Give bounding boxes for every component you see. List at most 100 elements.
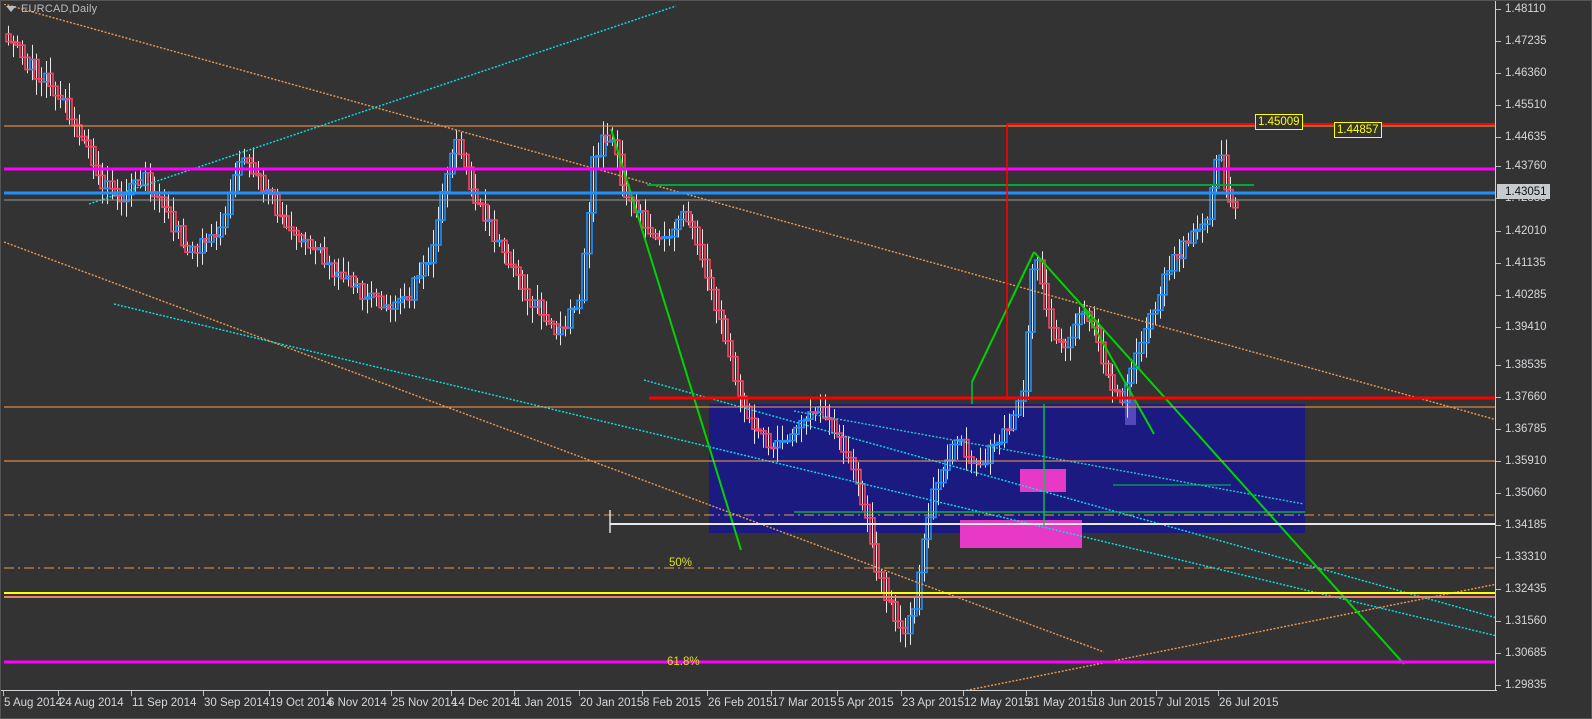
price-tick-label: 1.35060 (1505, 487, 1547, 499)
candle-body (71, 118, 78, 126)
candle-body (774, 440, 781, 449)
candle-body (708, 276, 715, 291)
date-axis[interactable]: 5 Aug 2014 24 Aug 2014 11 Sep 2014 30 Sep 2… (1, 690, 1497, 718)
price-tick-label: 1.46360 (1505, 67, 1547, 79)
green-zigzag-up[interactable] (610, 128, 742, 551)
candle-body (1015, 400, 1022, 416)
candle-body (935, 481, 942, 491)
candle-body (840, 436, 847, 453)
candle-body (1105, 362, 1112, 376)
candle-body (614, 139, 621, 156)
date-tick: 19 Oct 2014 (269, 691, 333, 709)
candle-body (713, 288, 720, 312)
candle-body (5, 33, 12, 43)
candle-body (930, 488, 937, 519)
candle-body (883, 577, 890, 601)
tick-dash (1496, 620, 1501, 622)
candle-body (222, 213, 229, 229)
candle-body (1010, 414, 1017, 431)
candlestick-series (5, 25, 1239, 648)
candle-body (1147, 313, 1154, 330)
green-rising-2[interactable] (1083, 308, 1155, 435)
date-tick: 31 May 2015 (1026, 691, 1094, 709)
candle-body (57, 94, 64, 100)
candle-body (755, 428, 762, 432)
candle-body (1232, 201, 1239, 209)
candle-body (1043, 282, 1050, 311)
candle-body (548, 320, 555, 325)
green-zigzag-2[interactable] (971, 251, 1035, 383)
price-tick: 1.35060 (1496, 486, 1547, 500)
price-tag-upper[interactable]: 1.45009 (1255, 114, 1303, 130)
candle-body (590, 156, 597, 214)
cyan-inner[interactable] (793, 410, 1305, 505)
candle-body (1209, 187, 1216, 221)
candle-body (180, 225, 187, 247)
candle-body (1213, 158, 1220, 189)
price-tag-lower[interactable]: 1.44857 (1334, 122, 1382, 138)
candle-body (543, 313, 550, 323)
candle-body (161, 196, 168, 208)
chart-canvas (4, 4, 1497, 692)
date-tick: 12 May 2015 (963, 691, 1031, 709)
chart-plot-area[interactable] (4, 4, 1497, 692)
candle-body (567, 308, 574, 329)
candle-body (807, 411, 814, 420)
candle-body (911, 608, 918, 617)
price-tick: 1.48110 (1496, 2, 1546, 16)
candle-body (501, 239, 508, 254)
tick-dash (1496, 294, 1501, 296)
date-tick: 7 Jul 2015 (1156, 691, 1210, 709)
candle-body (463, 153, 470, 168)
date-tick-label: 23 Apr 2015 (902, 697, 965, 709)
candle-body (1029, 268, 1036, 333)
date-tick-label: 12 May 2015 (964, 697, 1031, 709)
price-axis[interactable]: 1.48110 1.47235 1.46360 1.45510 1.44635 1.437… (1495, 1, 1591, 718)
date-tick-label: 5 Aug 2014 (4, 697, 63, 709)
date-tick: 23 Apr 2015 (901, 691, 964, 709)
candle-body (420, 262, 427, 277)
candle-body (1109, 374, 1116, 391)
date-tick: 24 Aug 2014 (58, 691, 124, 709)
current-price-label: 1.43051 (1497, 184, 1550, 199)
date-tick: 5 Aug 2014 (3, 691, 62, 709)
orange-falling-1[interactable] (4, 4, 1497, 421)
candle-body (85, 139, 92, 148)
candle-body (331, 262, 338, 278)
orange-rising-1[interactable] (804, 583, 1497, 692)
orange-falling-2[interactable] (4, 241, 1105, 653)
price-tick: 1.33310 (1496, 550, 1547, 564)
candle-body (33, 58, 40, 80)
candle-body (1157, 294, 1164, 312)
candle-body (397, 297, 404, 304)
price-tick-label: 1.39410 (1505, 321, 1547, 333)
candle-body (411, 277, 418, 301)
candle-body (1227, 188, 1234, 203)
price-tick: 1.37660 (1496, 390, 1547, 404)
candle-body (694, 226, 701, 246)
shape-layer (709, 397, 1305, 548)
candle-body (109, 180, 116, 190)
cyan-falling-1[interactable] (113, 303, 1497, 637)
candle-body (350, 275, 357, 288)
candle-body (737, 380, 744, 398)
candle-body (170, 210, 177, 233)
candle-body (81, 135, 88, 142)
candle-body (90, 145, 97, 167)
candle-body (505, 251, 512, 266)
cyan-rising-1[interactable] (88, 5, 677, 205)
date-tick-label: 19 Oct 2014 (270, 697, 333, 709)
candle-body (208, 234, 215, 243)
candle-body (1166, 270, 1173, 276)
date-tick: 18 Jun 2015 (1091, 691, 1155, 709)
green-falling[interactable] (1033, 251, 1405, 665)
candle-body (519, 274, 526, 290)
tick-dash (1496, 8, 1501, 10)
tick-dash (131, 691, 132, 696)
candle-body (642, 210, 649, 229)
candle-body (1072, 323, 1079, 339)
price-tick-label: 1.31560 (1505, 615, 1547, 627)
candle-body (916, 571, 923, 610)
price-tick-label: 1.40285 (1505, 289, 1547, 301)
